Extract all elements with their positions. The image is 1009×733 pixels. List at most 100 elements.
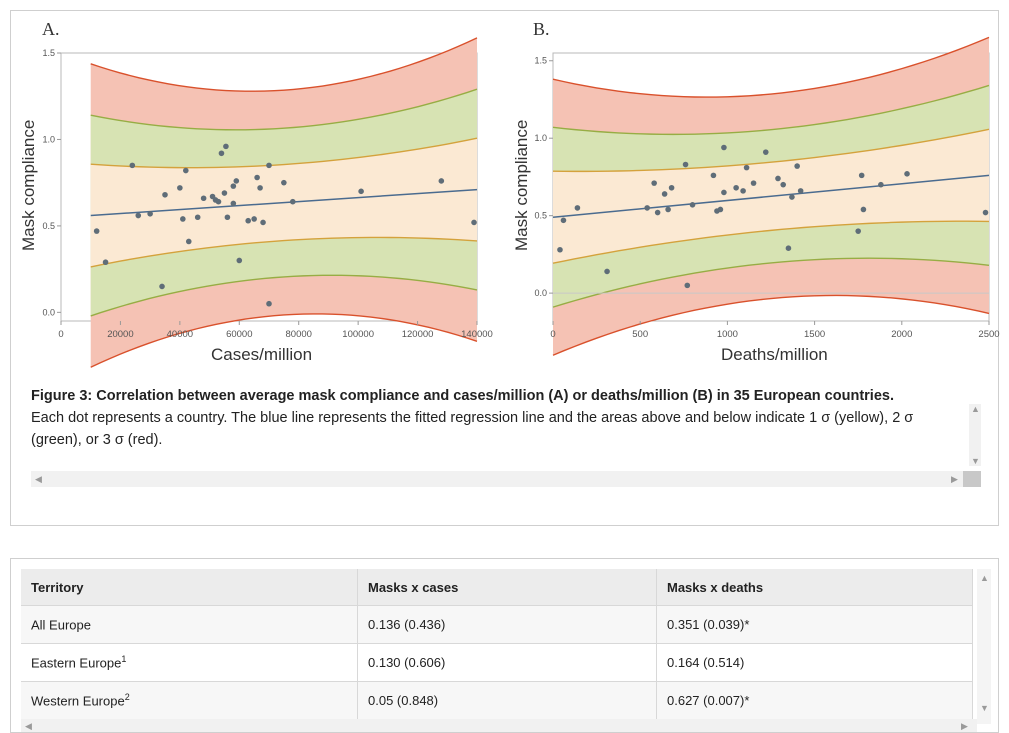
chart-b-data-point [797,188,804,194]
chart-a-x-tick-label: 60000 [226,329,252,340]
chart-b-data-point [855,228,861,234]
chart-a-data-point [281,179,287,186]
scroll-down-icon[interactable]: ▼ [971,456,980,466]
chart-b-data-point [860,206,867,213]
chart-b-sigma2-band-border [552,84,990,136]
chart-a-x-tick-label: 100000 [342,329,374,340]
chart-b-data-point [557,246,563,253]
chart-b-sigma1-band-border [552,128,990,173]
correlation-table-container: Territory Masks x cases Masks x deaths A… [10,558,999,733]
chart-a-data-point [180,216,186,222]
chart-a-data-point [93,228,100,234]
caption-horizontal-scrollbar[interactable]: ◀ ▶ [31,471,981,487]
chart-b-data-point [775,175,781,182]
chart-a-y-tick-label: 1.0 [42,134,55,144]
chart-b-data-point [604,268,610,275]
chart-a-data-point [194,214,201,221]
table-scroll-left-icon[interactable]: ◀ [25,721,32,731]
chart-b-y-tick-label: 1.0 [534,133,547,143]
chart-a-y-tick-label: 0.5 [42,221,55,231]
header-territory: Territory [21,569,358,606]
chart-a-data-point [233,178,240,184]
chart-b-data-point [762,149,769,155]
table-row: All Europe 0.136 (0.436) 0.351 (0.039)* [21,605,973,644]
chart-b-x-tick-label: 1500 [804,329,825,340]
scroll-thumb[interactable] [963,471,981,487]
panel-a-label: A. [42,19,60,39]
chart-b-data-point [740,188,746,194]
chart-b-data-point [651,180,657,186]
chart-a-sigma3-band-border [90,37,478,92]
chart-b-sigma2-band-border [552,257,990,308]
caption-vertical-scrollbar[interactable]: ▲ ▼ [969,404,981,466]
chart-a-data-point [159,283,165,290]
deaths-cell: 0.351 (0.039)* [656,605,973,644]
chart-a-data-point [251,216,257,222]
chart-a-x-tick-label: 20000 [107,329,133,340]
chart-a-data-point [245,217,251,224]
chart-b-xlabel: Deaths/million [721,345,828,364]
table-row: Western Europe2 0.05 (0.848) 0.627 (0.00… [21,681,973,719]
figure-container: A. B. 0 20000 40000 60000 80000 100000 120000 1… [10,10,1000,526]
chart-b-data-point [665,206,671,213]
chart-a-data-point [129,162,136,169]
chart-a-data-point [358,188,364,195]
chart-a-data-point [266,300,272,307]
table-vertical-scrollbar[interactable]: ▲ ▼ [977,569,991,724]
chart-a: 0 20000 40000 60000 80000 100000 120000 1400000… [42,36,1000,368]
deaths-cell: 0.164 (0.514) [656,643,973,682]
chart-a-sigma1-band-border [90,137,478,169]
chart-a-data-point [254,174,260,181]
chart-b-y-tick-label: 1.5 [534,56,547,66]
table-header-row: Territory Masks x cases Masks x deaths [21,569,973,606]
chart-a-data-point [471,219,477,226]
chart-a-data-point [135,212,142,219]
chart-b-x-tick-label: 500 [632,329,648,340]
chart-a-x-tick-label: 120000 [402,329,434,340]
chart-b-data-point [750,180,757,186]
table-scroll-right-icon[interactable]: ▶ [961,721,968,731]
chart-a-data-point [215,198,222,205]
header-masks-cases: Masks x cases [357,569,657,606]
chart-b-data-point [721,189,727,196]
chart-b-data-point [668,184,675,191]
chart-a-data-point [260,219,266,226]
chart-a-fit-line [90,188,478,217]
chart-b-data-point [689,202,696,208]
caption-title: Figure 3: Correlation between average ma… [31,388,894,404]
table-row: Eastern Europe1 0.130 (0.606) 0.164 (0.5… [21,643,973,682]
caption-body: Each dot represents a country. The blue … [31,410,914,448]
figure-caption: Figure 3: Correlation between average ma… [31,385,966,451]
chart-a-sigma3-band-border [90,313,478,368]
correlation-table: Territory Masks x cases Masks x deaths A… [21,569,973,719]
chart-a-data-point [236,257,243,264]
chart-a-data-point [183,167,189,174]
scroll-up-icon[interactable]: ▲ [971,404,980,414]
chart-a-ylabel: Mask compliance [19,119,38,251]
table-horizontal-scrollbar[interactable]: ◀ ▶ [21,719,977,732]
chart-b-data-point [789,194,795,200]
territory-cell: All Europe [21,605,358,644]
chart-a-data-point [218,150,225,157]
chart-a-sigma1-band-border [90,236,478,268]
cases-cell: 0.136 (0.436) [357,605,657,644]
chart-b-data-point [560,217,567,224]
chart-b-fit-line [552,174,990,218]
chart-a-data-point [102,259,109,266]
panel-b-label: B. [533,19,550,39]
table-scroll-down-icon[interactable]: ▼ [980,703,989,713]
cases-cell: 0.05 (0.848) [357,681,657,719]
chart-a-sigma2-band-border [90,274,478,317]
table-scroll-up-icon[interactable]: ▲ [980,573,989,583]
chart-b-y-tick-label: 0.0 [534,288,547,298]
chart-a-y-tick-label: 1.5 [42,48,55,58]
scroll-left-icon[interactable]: ◀ [35,474,42,484]
scroll-right-icon[interactable]: ▶ [951,474,958,484]
chart-b-data-point [780,181,787,188]
chart-b-data-point [682,161,689,168]
chart-b-data-point [733,184,739,191]
chart-a-x-tick-label: 80000 [286,329,312,340]
chart-a-xlabel: Cases/million [211,345,313,364]
chart-a-data-point [177,185,183,191]
chart-b-data-point [743,164,750,171]
